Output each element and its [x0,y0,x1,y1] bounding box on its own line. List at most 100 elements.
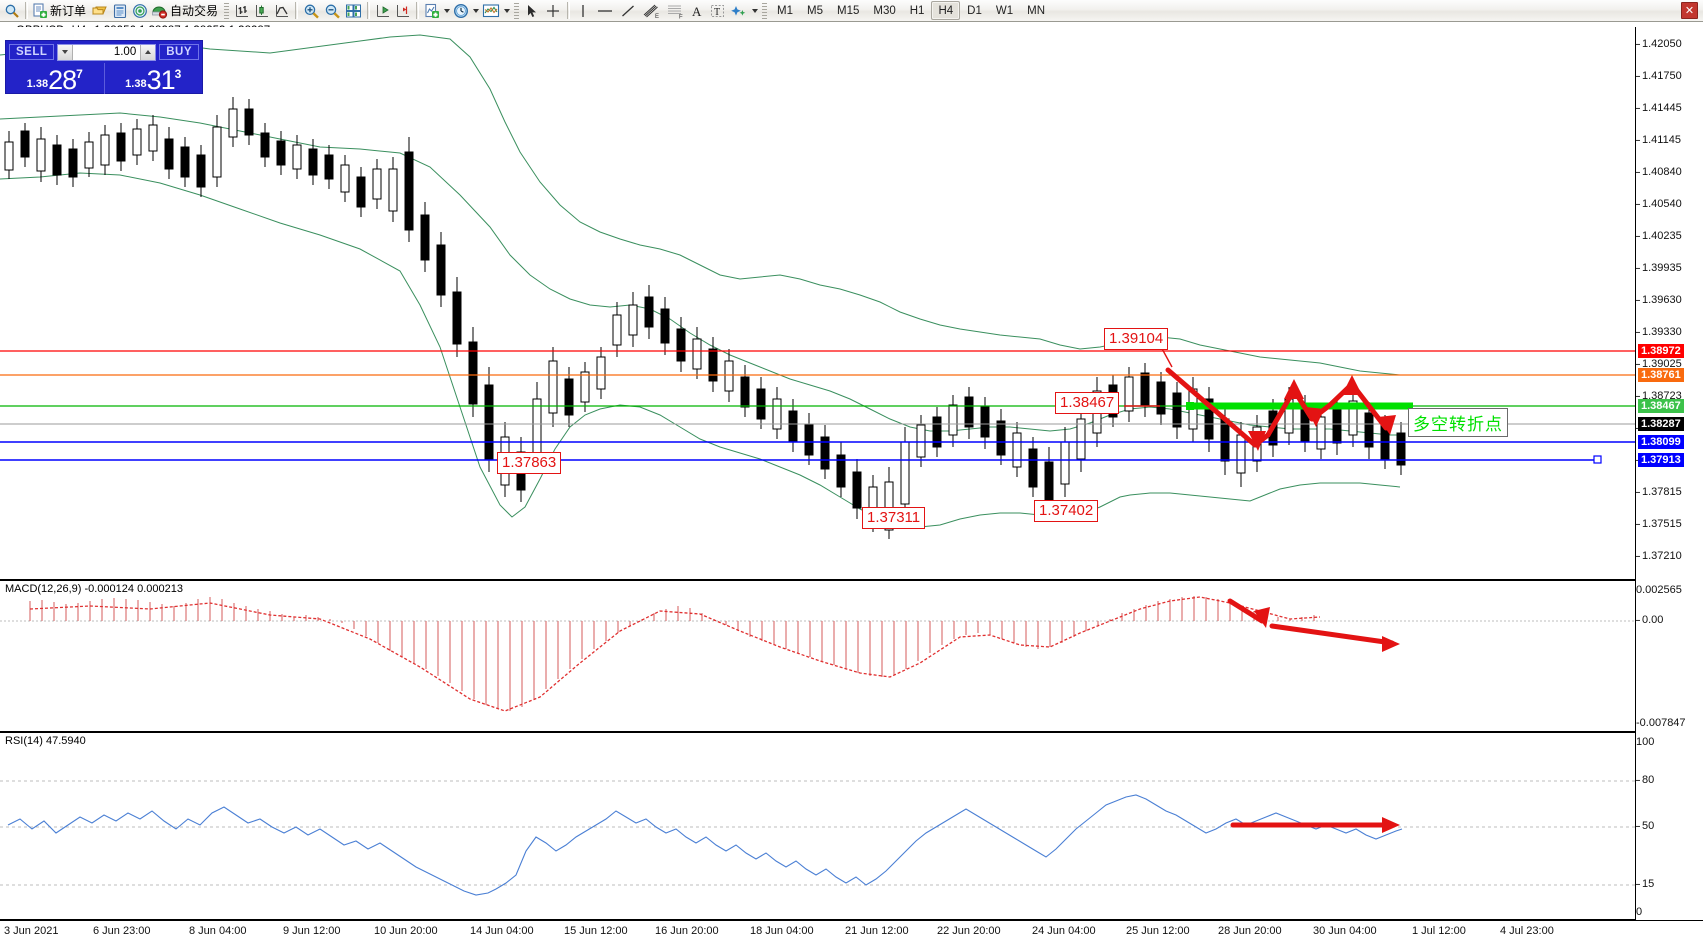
clock-icon[interactable] [451,1,471,21]
line-chart-icon[interactable] [272,1,292,21]
templates-chevron-down-icon[interactable] [502,2,511,20]
bar-chart-icon[interactable] [232,1,252,21]
indicators-icon[interactable] [422,1,442,21]
annotation-swing-low[interactable]: 1.37863 [497,452,562,474]
rsi-tick-80: 80 [1636,774,1654,786]
price-chart-pane[interactable] [0,27,1636,580]
buy-button[interactable]: BUY [159,44,199,60]
toolbar-separator-5 [416,2,420,19]
rsi-pane[interactable]: RSI(14) 47.5940 [0,732,1636,920]
timeframe-m1[interactable]: M1 [777,4,794,17]
price-tick-7: 1.39935 [1636,262,1682,274]
annotation-low-2[interactable]: 1.37402 [1034,500,1099,522]
periods-chevron-down-icon[interactable] [471,2,480,20]
timeframe-h4[interactable]: H4 [931,1,961,20]
crosshair-icon[interactable] [542,1,564,21]
price-tag-support-2[interactable]: 1.37913 [1638,453,1684,467]
toolbar-separator-1 [25,2,28,19]
volume-increase-icon[interactable] [140,44,156,60]
rsi-tick-15: 15 [1636,878,1654,890]
price-scale[interactable]: 1.42050 1.41750 1.41445 1.41145 1.40840 … [1636,27,1703,580]
time-label-12: 25 Jun 12:00 [1126,925,1190,937]
fibonacci-icon[interactable]: F [663,1,687,21]
price-tag-support-1[interactable]: 1.38099 [1638,435,1684,449]
price-tag-pivot[interactable]: 1.38467 [1638,399,1684,413]
timeframe-m5[interactable]: M5 [807,4,823,17]
price-tick-0: 1.42050 [1636,38,1682,50]
macd-svg [0,596,1635,712]
cursor-icon[interactable] [522,1,542,21]
one-click-trading-panel[interactable]: SELL 1.00 BUY 1.38 28 7 1.38 31 3 [5,40,203,94]
time-label-15: 1 Jul 12:00 [1412,925,1466,937]
template-icon[interactable] [480,1,502,21]
macd-tick-1: 0.00 [1636,614,1663,626]
timeframe-w1[interactable]: W1 [995,4,1014,17]
bollinger-lower-band [0,172,1401,528]
tile-windows-icon[interactable] [343,1,364,21]
timeframe-m30[interactable]: M30 [873,4,896,17]
timeframe-m15[interactable]: M15 [837,4,860,17]
timeframe-mn[interactable]: MN [1027,4,1045,17]
trade-panel-prices: 1.38 28 7 1.38 31 3 [6,63,202,94]
equidistant-channel-icon[interactable]: E [639,1,663,21]
price-tick-4: 1.40840 [1636,166,1682,178]
price-tag-orange-level[interactable]: 1.38761 [1638,368,1684,382]
macd-scale[interactable]: 0.002565 0.00 -0.007847 [1636,580,1703,732]
sell-button[interactable]: SELL [9,44,55,60]
toolbar-separator-8 [762,2,768,19]
trendline-icon[interactable] [617,1,639,21]
timeframe-h1[interactable]: H1 [909,4,925,17]
volume-stepper[interactable]: 1.00 [57,43,157,61]
indicators-chevron-down-icon[interactable] [442,2,451,20]
buy-price-prefix: 1.38 [125,78,147,90]
toolbar-separator-2 [224,2,230,19]
price-tag-current[interactable]: 1.38287 [1638,417,1684,431]
annotation-turning-point[interactable]: 多空转折点 [1408,408,1508,437]
rsi-indicator-label: RSI(14) 47.5940 [3,735,88,747]
new-order-button[interactable]: 新订单 [31,1,89,21]
zoom-out-icon[interactable] [322,1,343,21]
buy-price-main: 31 [146,65,176,95]
bollinger-upper-band [0,34,1401,376]
book-blue-icon[interactable] [110,1,130,21]
rsi-tick-100: 100 [1636,736,1655,749]
text-label-icon[interactable]: T [707,1,728,21]
close-icon[interactable]: ✕ [1681,2,1698,19]
main-toolbar: 新订单 自动交易 [0,0,1703,22]
price-tick-1: 1.41750 [1636,70,1682,82]
rsi-scale[interactable]: 100 80 50 15 0 [1636,732,1703,920]
annotation-swing-high[interactable]: 1.39104 [1104,328,1169,350]
volume-decrease-icon[interactable] [58,44,74,60]
toolbar-separator-7 [567,2,571,19]
timeframe-d1[interactable]: D1 [967,4,982,17]
price-tag-resistance[interactable]: 1.38972 [1638,344,1684,358]
objects-icon[interactable] [728,1,750,21]
time-label-14: 30 Jun 04:00 [1313,925,1377,937]
sell-price[interactable]: 1.38 28 7 [6,63,104,94]
volume-value[interactable]: 1.00 [113,45,137,58]
price-tick-8: 1.39630 [1636,294,1682,306]
objects-chevron-down-icon[interactable] [750,2,759,20]
rsi-tick-50: 50 [1636,820,1654,832]
time-label-7: 16 Jun 20:00 [655,925,719,937]
autotrading-button[interactable]: 自动交易 [150,1,221,21]
candlestick-chart-icon[interactable] [252,1,272,21]
zoom-search-icon[interactable] [2,1,22,21]
macd-pane[interactable]: MACD(12,26,9) -0.000124 0.000213 [0,580,1636,732]
annotation-low-1[interactable]: 1.37311 [862,507,926,529]
auto-scroll-icon[interactable] [393,1,413,21]
chart-shift-icon[interactable] [373,1,393,21]
folder-yellow-icon[interactable] [89,1,110,21]
time-axis[interactable]: 3 Jun 2021 6 Jun 23:00 8 Jun 04:00 9 Jun… [0,920,1703,941]
annotation-pivot[interactable]: 1.38467 [1055,392,1120,414]
horizontal-line-icon[interactable] [593,1,617,21]
price-tick-15: 1.37515 [1636,518,1682,530]
radar-icon[interactable] [130,1,150,21]
buy-price[interactable]: 1.38 31 3 [103,63,203,95]
text-a-icon[interactable]: A [687,1,707,21]
macd-tick-2: -0.007847 [1636,717,1686,730]
macd-arrow-head-right [1382,636,1400,652]
zoom-in-icon[interactable] [301,1,322,21]
vertical-line-icon[interactable] [573,1,593,21]
